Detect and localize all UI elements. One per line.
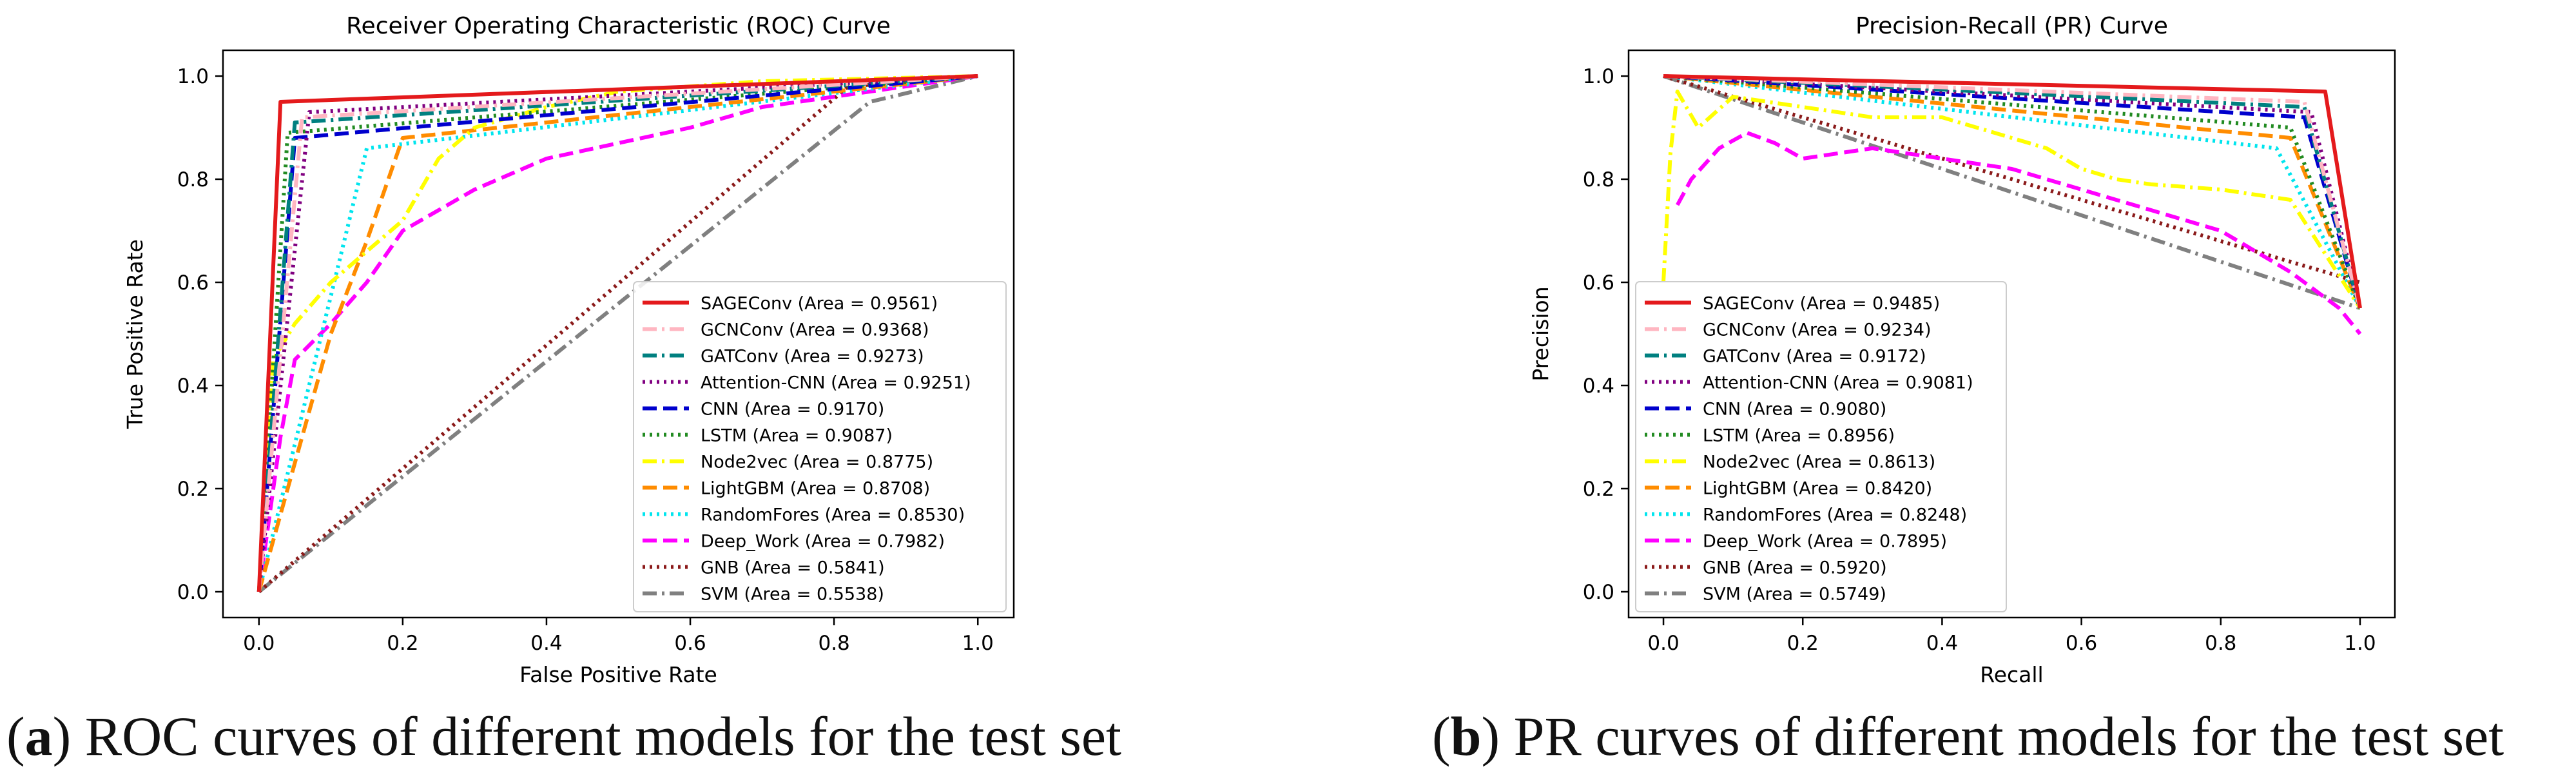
y-tick-label: 0.8 [177, 168, 209, 191]
series-line-svm [1663, 74, 2361, 310]
legend-entry: SVM (Area = 0.5538) [701, 585, 884, 605]
caption-text: ROC curves of different models for the t… [71, 705, 1121, 767]
y-tick-label: 1.0 [177, 65, 209, 88]
series-line-attention-cnn [257, 74, 978, 592]
legend-entry: Node2vec (Area = 0.8613) [1703, 453, 1935, 473]
y-tick-label: 0.2 [1583, 478, 1614, 501]
y-tick-label: 1.0 [1583, 65, 1614, 88]
x-tick-label: 0.8 [2205, 632, 2236, 655]
caption-label: a [24, 705, 53, 767]
y-axis-label: Precision [1528, 286, 1553, 381]
series-line-gcnconv [257, 74, 978, 592]
y-tick-label: 0.2 [177, 478, 209, 501]
pr-chart: 0.0 0.2 0.4 0.6 0.8 1.0 0.0 0.2 0.4 0.6 0.8 1.0 Prec… [1528, 13, 2396, 683]
series-line-lightgbm [257, 74, 978, 592]
legend-entry: SAGEConv (Area = 0.9561) [701, 294, 938, 314]
y-tick-label: 0.0 [1583, 581, 1614, 604]
legend-box [1635, 281, 2007, 612]
legend-entry: LightGBM (Area = 0.8420) [1703, 479, 1932, 499]
series-line-deep-work [1676, 131, 2362, 335]
legend-entry: GCNConv (Area = 0.9368) [701, 320, 929, 340]
caption-open: ( [1432, 705, 1451, 767]
y-tick-label: 0.8 [1583, 168, 1614, 191]
x-tick-label: 0.2 [1787, 632, 1819, 655]
legend-entry: LightGBM (Area = 0.8708) [701, 479, 930, 499]
legend-entry: LSTM (Area = 0.9087) [701, 426, 893, 446]
x-tick-label: 0.4 [1926, 632, 1958, 655]
x-tick-label: 0.6 [674, 632, 706, 655]
x-tick-label: 0.8 [818, 632, 849, 655]
caption-open: ( [6, 705, 25, 767]
chart-title: Receiver Operating Characteristic (ROC) … [346, 13, 891, 39]
caption-close: ) [1481, 705, 1500, 767]
series-line-randomfores [257, 74, 978, 592]
legend-entry: SAGEConv (Area = 0.9485) [1703, 294, 1940, 314]
y-axis-label: True Positive Rate [122, 239, 148, 429]
x-tick-label: 0.2 [387, 632, 418, 655]
series-line-randomfores [1663, 74, 2362, 309]
legend-entry: Attention-CNN (Area = 0.9081) [1703, 373, 1973, 393]
legend-entry: SVM (Area = 0.5749) [1703, 585, 1886, 605]
legend-entry: GNB (Area = 0.5841) [701, 558, 885, 578]
x-axis-label: Recall [1980, 662, 2043, 683]
legend-entry: RandomFores (Area = 0.8530) [701, 505, 965, 525]
series-line-cnn [257, 74, 978, 592]
x-tick-label: 0.0 [243, 632, 275, 655]
x-tick-label: 0.0 [1647, 632, 1679, 655]
x-axis-label: False Positive Rate [519, 662, 717, 683]
y-tick-label: 0.6 [1583, 271, 1614, 295]
caption-close: ) [52, 705, 72, 767]
legend-entry: Node2vec (Area = 0.8775) [701, 453, 933, 473]
legend-entry: LSTM (Area = 0.8956) [1703, 426, 1895, 446]
caption-text: PR curves of different models for the te… [1500, 705, 2504, 767]
legend: SAGEConv (Area = 0.9485) GCNConv (Area = … [1635, 281, 2007, 612]
series-line-node2vec [1661, 90, 2362, 309]
plot-frame [1627, 49, 2396, 619]
series-line-sageconv [257, 74, 978, 592]
series-line-lightgbm [1663, 74, 2362, 309]
legend-entry: GATConv (Area = 0.9172) [1703, 347, 1926, 367]
y-tick-label: 0.4 [177, 375, 209, 398]
legend-entry: Attention-CNN (Area = 0.9251) [701, 373, 971, 393]
legend-entry: RandomFores (Area = 0.8248) [1703, 505, 1967, 525]
legend-entry: CNN (Area = 0.9170) [701, 400, 884, 420]
legend-entry: Deep_Work (Area = 0.7982) [701, 532, 945, 552]
series-line-deep-work [257, 74, 978, 592]
legend-box [633, 281, 1007, 612]
legend-entry: GCNConv (Area = 0.9234) [1703, 320, 1931, 340]
legend-entry: Deep_Work (Area = 0.7895) [1703, 532, 1947, 552]
series-line-gnb [1663, 74, 2361, 284]
series-group [1661, 74, 2362, 335]
series-group [257, 74, 978, 594]
x-tick-label: 0.6 [2066, 632, 2097, 655]
legend-entry: GNB (Area = 0.5920) [1703, 558, 1887, 578]
x-tick-label: 0.4 [530, 632, 562, 655]
roc-chart: 0.0 0.2 0.4 0.6 0.8 1.0 0.0 0.2 0.4 0.6 0.8 1.0 Rece… [122, 13, 1015, 683]
y-tick-label: 0.6 [177, 271, 209, 295]
plot-frame [222, 49, 1015, 619]
caption-pr: (b) PR curves of different models for th… [1432, 704, 2504, 768]
legend-entry: GATConv (Area = 0.9273) [701, 347, 924, 367]
figure: 0.0 0.2 0.4 0.6 0.8 1.0 0.0 0.2 0.4 0.6 0.8 1.0 Rece… [122, 13, 2396, 683]
chart-title: Precision-Recall (PR) Curve [1855, 13, 2168, 39]
caption-label: b [1450, 705, 1482, 767]
series-line-sageconv [1663, 74, 2362, 309]
x-tick-label: 1.0 [962, 632, 994, 655]
legend-entry: CNN (Area = 0.9080) [1703, 400, 1886, 420]
legend: SAGEConv (Area = 0.9561) GCNConv (Area = … [633, 281, 1007, 612]
x-tick-label: 1.0 [2344, 632, 2376, 655]
y-tick-label: 0.4 [1583, 375, 1614, 398]
caption-roc: (a) ROC curves of different models for t… [6, 704, 1121, 768]
y-tick-label: 0.0 [177, 581, 209, 604]
